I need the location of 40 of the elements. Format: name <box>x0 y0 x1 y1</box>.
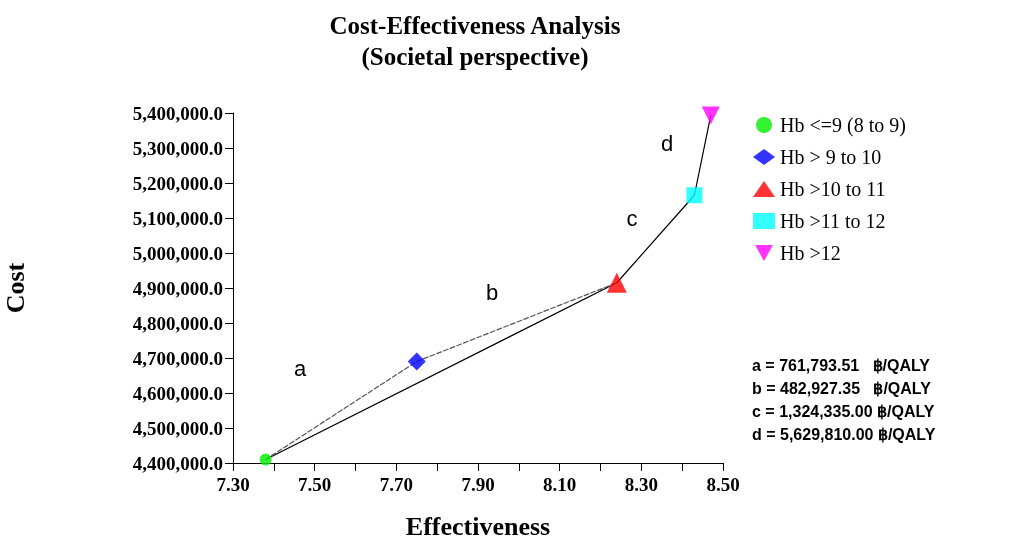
legend-label: Hb > 9 to 10 <box>780 146 882 168</box>
y-tick-label: 5,100,000.0 <box>132 207 223 229</box>
legend-label: Hb >10 to 11 <box>780 178 886 200</box>
y-tick-label: 5,200,000.0 <box>132 172 223 194</box>
y-tick-label: 5,400,000.0 <box>132 102 223 124</box>
x-tick-label: 7.30 <box>216 474 250 495</box>
y-tick-label: 5,300,000.0 <box>132 137 223 159</box>
x-tick-label: 7.70 <box>379 474 413 495</box>
y-tick-label: 4,600,000.0 <box>132 382 223 404</box>
point <box>407 352 426 371</box>
x-tick-label: 8.10 <box>543 474 577 495</box>
chart-title: Cost-Effectiveness Analysis <box>329 12 621 39</box>
x-tick-label: 8.50 <box>706 474 740 495</box>
text: b = 482,927.35 ฿/QALY <box>752 379 932 397</box>
x-tick-label: 8.30 <box>624 474 658 495</box>
legend-label: Hb <=9 (8 to 9) <box>780 114 906 137</box>
annotation: b <box>485 279 499 305</box>
annotation: d <box>660 130 674 156</box>
text: d = 5,629,810.00 ฿/QALY <box>752 425 936 443</box>
x-tick-label: 7.90 <box>461 474 495 495</box>
annotation: c <box>626 205 638 231</box>
annotation: a <box>293 355 307 381</box>
y-tick-label: 4,800,000.0 <box>132 312 223 334</box>
y-tick-label: 5,000,000.0 <box>132 242 223 264</box>
legend-label: Hb >12 <box>780 242 841 264</box>
legend-label: Hb >11 to 12 <box>780 210 886 232</box>
point <box>606 272 627 293</box>
point <box>259 453 272 466</box>
y-tick-label: 4,500,000.0 <box>132 417 223 439</box>
point <box>701 106 720 125</box>
text: c = 1,324,335.00 ฿/QALY <box>752 402 935 420</box>
x-tick-label: 7.50 <box>298 474 332 495</box>
y-axis-title: Cost <box>0 262 30 314</box>
y-tick-label: 4,700,000.0 <box>132 347 223 369</box>
point <box>686 187 703 204</box>
y-tick-label: 4,400,000.0 <box>132 452 223 474</box>
chart-subtitle: (Societal perspective) <box>361 43 589 71</box>
x-axis-title: Effectiveness <box>405 511 551 541</box>
y-tick-label: 4,900,000.0 <box>132 277 223 299</box>
text: a = 761,793.51 ฿/QALY <box>752 356 931 374</box>
